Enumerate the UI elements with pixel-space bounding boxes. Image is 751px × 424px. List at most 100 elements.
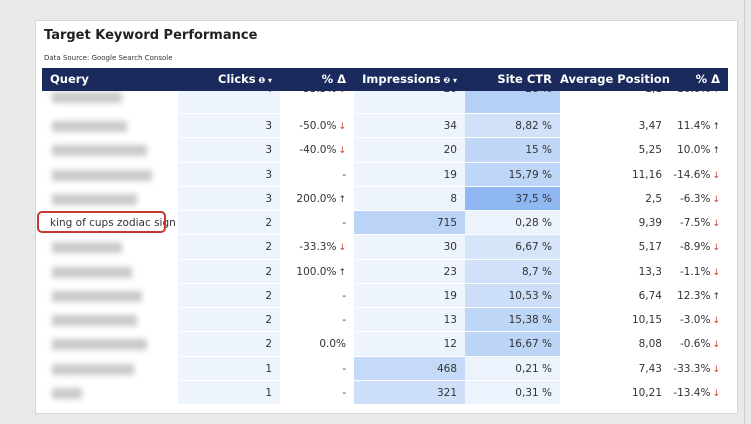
cell-text: 6,67 % [515, 241, 552, 254]
redacted-query [52, 169, 152, 181]
cell-text: -3.0% [679, 314, 711, 326]
cell-text: 0,21 % [515, 362, 552, 375]
column-header[interactable]: Average Position [560, 68, 670, 91]
table-body: 4-33.3%↓2020 %1,110.0%↑3-50.0%↓348,82 %3… [42, 91, 728, 405]
header-text: Impressions [362, 72, 441, 86]
trend-arrow: ↑ [712, 122, 720, 132]
cell-clicks-delta: - [280, 381, 354, 405]
column-header[interactable]: % Δ [280, 68, 346, 91]
cell-ctr: 10,53 % [465, 283, 560, 308]
cell-text: 12.3% [677, 289, 711, 302]
redacted-query [52, 121, 127, 133]
cell-text: 10,21 [631, 386, 662, 399]
cell-ctr: 37,5 % [465, 186, 560, 211]
trend-arrow: ↓ [712, 388, 720, 399]
cell-clicks: 3 [178, 187, 280, 211]
cell-avg-position: 3,47 [560, 114, 670, 139]
cell-text: 15,79 % [508, 168, 552, 181]
cell-clicks-delta: -40.0% ↓ [280, 138, 354, 163]
cell-clicks: 1 [178, 357, 280, 381]
column-header[interactable]: Impressions ❷ ▾ [354, 68, 457, 91]
column-header[interactable]: Clicks ❶ ▾ [178, 68, 272, 91]
cell-text: 11,16 [631, 168, 662, 181]
cell-text: 10,15 [631, 314, 662, 326]
cell-text: 8,08 [638, 338, 662, 351]
redacted-query [52, 339, 147, 351]
trend-arrow: ↑ [338, 267, 346, 278]
cell-text: 10.0% [677, 144, 711, 157]
cell-avg-position: 13,3 [560, 260, 670, 284]
cell-ctr: 8,82 % [465, 114, 560, 139]
cell-text: - [342, 314, 346, 326]
cell-text: -0.6% [679, 338, 711, 351]
cell-text: 3 [265, 144, 272, 157]
cell-position-delta: -0.6% ↓ [670, 332, 728, 357]
redacted-query [52, 315, 137, 327]
cell-text: 0,28 % [515, 217, 552, 229]
cell-clicks: 2 [178, 211, 280, 236]
trend-arrow: ↓ [338, 243, 346, 254]
query[interactable]: king of cups zodiac sign [50, 217, 176, 229]
cell-text: -8.9% [679, 241, 711, 254]
header-text: Clicks [218, 72, 256, 86]
cell-position-delta: 10.0%↑ [670, 138, 728, 163]
trend-arrow: ↑ [338, 194, 346, 205]
cell-text: 15 % [525, 144, 552, 157]
cell-text: 8,82 % [515, 120, 552, 132]
cell-avg-position: 9,39 [560, 211, 670, 236]
cell-text: 200.0% [296, 192, 337, 205]
header-text: Average Position [560, 72, 670, 86]
cell-text: 15,38 % [508, 314, 552, 326]
cell-text: 1,1 [645, 91, 662, 95]
cell-text: 9,39 [638, 217, 662, 229]
cell-avg-position: 10,15 [560, 308, 670, 333]
column-header[interactable]: % Δ [670, 68, 720, 91]
cell-text: -6.3% [679, 192, 711, 205]
cell-position-delta: -6.3% ↓ [670, 187, 728, 211]
column-header[interactable]: Site CTR [465, 68, 552, 91]
cell-position-delta: 11.4% ↑ [670, 114, 728, 139]
divider [744, 0, 745, 424]
cell-text: 4 [265, 91, 272, 95]
cell-text: 20 [443, 144, 457, 157]
cell-text: 19 [443, 289, 457, 302]
cell-text: 2 [265, 314, 272, 326]
cell-clicks: 2 [178, 332, 280, 357]
cell-text: 2 [265, 241, 272, 254]
highlight-box [37, 211, 166, 233]
cell-clicks: 2 [178, 235, 280, 260]
cell-clicks: 2 [178, 260, 280, 284]
cell-text: 0,31 % [515, 386, 552, 399]
sort-icon[interactable]: ❶ ▾ [255, 76, 272, 85]
header-text: Site CTR [497, 72, 552, 86]
cell-text: - [342, 168, 346, 181]
cell-position-delta: -13.4% ↓ [670, 381, 728, 405]
cell-avg-position: 10,21 [560, 381, 670, 405]
cell-avg-position: 5,17 [560, 235, 670, 260]
cell-text: -7.5% [679, 217, 711, 229]
cell-text: 34 [443, 120, 457, 132]
cell-avg-position: 2,5 [560, 187, 670, 211]
cell-text: 16,67 % [508, 338, 552, 351]
redacted-query [52, 387, 82, 399]
cell-impressions: 715 [354, 211, 465, 236]
trend-arrow: ↑ [712, 291, 720, 302]
cell-text: 5,25 [638, 144, 662, 157]
trend-arrow: ↓ [712, 316, 720, 326]
cell-text: 20 % [525, 91, 552, 95]
cell-text: -50.0% [299, 120, 337, 132]
cell-impressions: 468 [354, 356, 465, 381]
cell-clicks-delta: -50.0% ↓ [280, 114, 354, 139]
cell-clicks: 3 [178, 138, 280, 163]
sort-icon[interactable]: ❷ ▾ [440, 76, 457, 85]
cell-impressions: 321 [354, 380, 465, 405]
cell-impressions: 12 [354, 332, 465, 357]
cell-impressions: 19 [354, 284, 465, 308]
cell-text: - [342, 217, 346, 229]
cell-ctr: 16,67 % [465, 332, 560, 357]
cell-clicks-delta: -33.3%↓ [280, 91, 354, 114]
cell-text: 13 [443, 314, 457, 326]
cell-text: 2 [265, 217, 272, 229]
column-header[interactable]: Query [50, 68, 89, 91]
cell-text: 321 [436, 386, 457, 399]
